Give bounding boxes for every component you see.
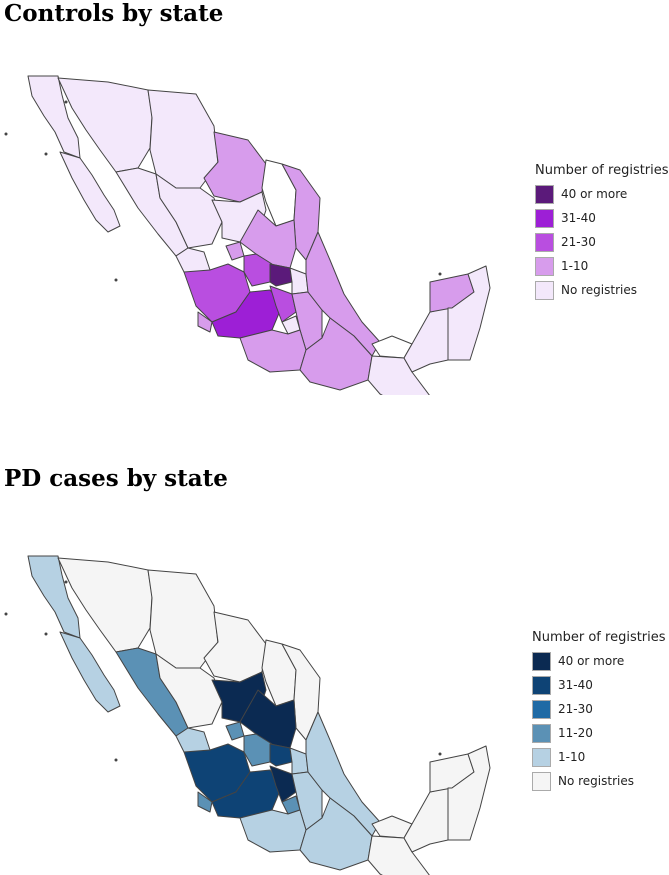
pd-cases-legend-item: 21-30 [532,697,666,721]
legend-label: No registries [561,283,637,297]
controls-legend-item: 1-10 [535,254,669,278]
legend-swatch [532,747,551,767]
island-3-controls [64,100,68,104]
state-guerrero-controls [239,329,307,373]
controls-legend-title: Number of registries [535,163,669,178]
pd-cases-legend: Number of registries 40 or more 31-40 21… [532,630,666,793]
legend-label: 40 or more [561,187,628,201]
island-4-controls [114,278,118,282]
legend-label: 21-30 [558,702,593,716]
legend-label: 21-30 [561,235,596,249]
pd-cases-legend-item: No registries [532,769,666,793]
state-colima-controls [197,311,213,333]
state-mexico-state-pd-cases [269,765,297,803]
legend-swatch [532,675,551,695]
legend-label: No registries [558,774,634,788]
legend-swatch [532,699,551,719]
controls-legend-item: No registries [535,278,669,302]
state-campeche-controls [403,307,449,373]
state-queretaro-pd-cases [269,743,293,767]
pd-cases-map-title: PD cases by state [4,465,228,492]
legend-label: 31-40 [558,678,593,692]
legend-label: 1-10 [561,259,589,273]
state-mexico-state-controls [269,285,297,323]
legend-swatch [532,771,551,791]
pd-cases-legend-title: Number of registries [532,630,666,645]
state-campeche-pd-cases [403,787,449,853]
legend-label: 40 or more [558,654,625,668]
island-5-controls [438,272,442,276]
pd-cases-legend-item: 40 or more [532,649,666,673]
island-3-pd-cases [64,580,68,584]
state-colima-pd-cases [197,791,213,813]
legend-label: 31-40 [561,211,596,225]
legend-label: 11-20 [558,726,593,740]
state-guerrero-pd-cases [239,809,307,853]
legend-swatch [535,280,554,300]
state-quintana-roo-controls [447,265,491,361]
state-aguascalientes-controls [225,241,245,261]
state-durango-pd-cases [155,653,223,729]
legend-swatch [532,651,551,671]
legend-swatch [535,232,554,252]
pd-cases-legend-item: 1-10 [532,745,666,769]
state-hidalgo-controls [289,267,309,295]
pd-cases-legend-item: 11-20 [532,721,666,745]
island-1-controls [4,132,8,136]
state-quintana-roo-pd-cases [447,745,491,841]
legend-swatch [535,256,554,276]
state-queretaro-controls [269,263,293,287]
state-aguascalientes-pd-cases [225,721,245,741]
legend-swatch [535,184,554,204]
controls-legend-item: 40 or more [535,182,669,206]
controls-legend-item: 21-30 [535,230,669,254]
island-2-pd-cases [44,632,48,636]
controls-legend: Number of registries 40 or more 31-40 21… [535,163,669,302]
state-durango-controls [155,173,223,249]
legend-label: 1-10 [558,750,586,764]
state-hidalgo-pd-cases [289,747,309,775]
state-baja-california-sur-pd-cases [59,631,121,713]
legend-swatch [532,723,551,743]
legend-swatch [535,208,554,228]
island-5-pd-cases [438,752,442,756]
controls-map-title: Controls by state [4,0,224,27]
pd-cases-legend-item: 31-40 [532,673,666,697]
controls-choropleth-map [4,75,491,395]
controls-legend-item: 31-40 [535,206,669,230]
pd-cases-choropleth-map [4,555,491,875]
island-4-pd-cases [114,758,118,762]
state-baja-california-sur-controls [59,151,121,233]
island-1-pd-cases [4,612,8,616]
island-2-controls [44,152,48,156]
